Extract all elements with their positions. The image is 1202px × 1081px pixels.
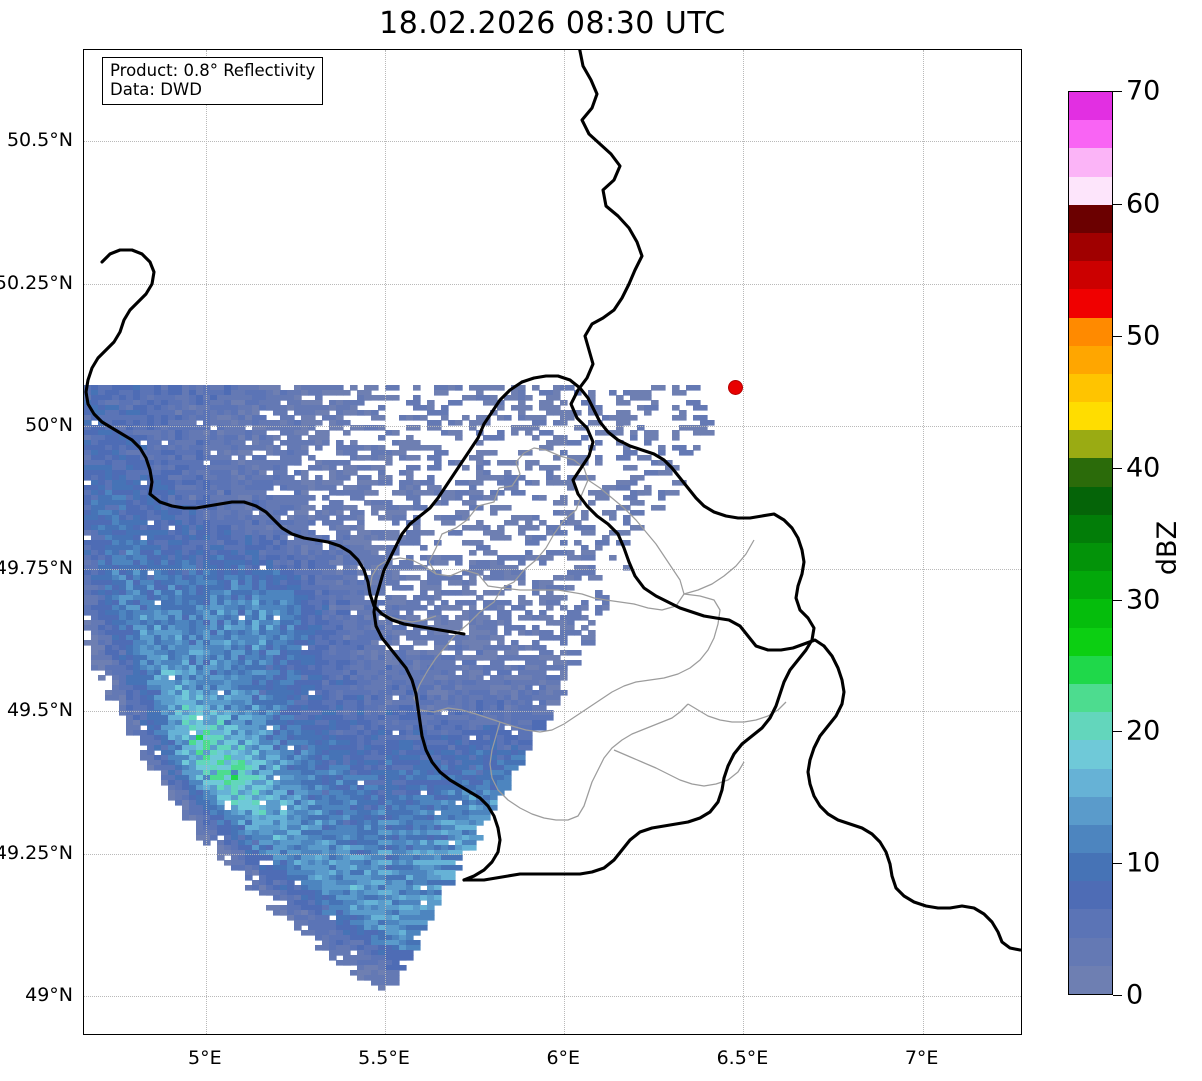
colorbar-band xyxy=(1069,627,1112,656)
colorbar-band xyxy=(1069,853,1112,882)
colorbar-tick-label: 70 xyxy=(1126,75,1161,107)
page-title: 18.02.2026 08:30 UTC xyxy=(379,6,726,41)
gridline-horizontal xyxy=(84,996,1021,998)
colorbar-band xyxy=(1069,148,1112,177)
colorbar-tick xyxy=(1113,467,1122,469)
colorbar-tick-label: 0 xyxy=(1126,979,1144,1011)
gridline-vertical xyxy=(205,50,207,1034)
colorbar-band xyxy=(1069,881,1112,910)
colorbar-band xyxy=(1069,796,1112,825)
longitude-tick-label: 6.5°E xyxy=(716,1047,769,1069)
colorbar-band xyxy=(1069,120,1112,149)
gridline-vertical xyxy=(922,50,924,1034)
colorbar-band xyxy=(1069,317,1112,346)
national-borders xyxy=(84,50,1021,952)
map-borders-layer xyxy=(84,50,1021,952)
latitude-tick-label: 49.25°N xyxy=(0,841,73,864)
colorbar-band xyxy=(1069,909,1112,938)
colorbar[interactable]: 0 10 20 30 40 50 60 70 xyxy=(1068,76,1160,1011)
colorbar-band xyxy=(1069,402,1112,431)
gridline-horizontal xyxy=(84,568,1021,570)
colorbar-band xyxy=(1069,486,1112,515)
colorbar-band xyxy=(1069,458,1112,487)
colorbar-band xyxy=(1069,514,1112,543)
colorbar-band xyxy=(1069,937,1112,966)
product-info-box: Product: 0.8° Reflectivity Data: DWD xyxy=(102,57,324,105)
colorbar-band xyxy=(1069,373,1112,403)
colorbar-tick-label: 20 xyxy=(1126,715,1161,747)
colorbar-band xyxy=(1069,204,1112,233)
colorbar-tick xyxy=(1113,335,1122,337)
colorbar-band xyxy=(1069,683,1112,713)
colorbar-tick xyxy=(1113,599,1122,601)
colorbar-axis-label: dBZ xyxy=(1152,520,1183,576)
colorbar-band xyxy=(1069,543,1112,572)
colorbar-band xyxy=(1069,599,1112,628)
product-label: Product: 0.8° Reflectivity xyxy=(110,61,316,80)
latitude-tick-label: 50.25°N xyxy=(0,271,73,294)
colorbar-tick xyxy=(1113,995,1122,996)
colorbar-band xyxy=(1069,740,1112,769)
colorbar-band xyxy=(1069,571,1112,600)
colorbar-tick xyxy=(1113,863,1122,865)
colorbar-gradient xyxy=(1068,91,1113,995)
radar-site-marker[interactable] xyxy=(728,380,743,395)
colorbar-band xyxy=(1069,176,1112,205)
radar-map-plot[interactable]: Product: 0.8° Reflectivity Data: DWD xyxy=(83,49,1022,1035)
colorbar-band xyxy=(1069,92,1112,121)
colorbar-band xyxy=(1069,289,1112,318)
longitude-tick-label: 6°E xyxy=(546,1047,581,1069)
gridline-vertical xyxy=(385,50,387,1034)
colorbar-tick-label: 40 xyxy=(1126,452,1161,484)
latitude-tick-label: 49.75°N xyxy=(0,556,73,579)
colorbar-band xyxy=(1069,768,1112,797)
colorbar-band xyxy=(1069,712,1112,741)
gridline-horizontal xyxy=(84,283,1021,285)
latitude-tick-label: 49.5°N xyxy=(6,699,73,722)
gridline-vertical xyxy=(564,50,566,1034)
colorbar-tick xyxy=(1113,91,1122,92)
colorbar-band xyxy=(1069,824,1112,854)
colorbar-tick xyxy=(1113,204,1122,205)
gridline-vertical xyxy=(743,50,745,1034)
colorbar-tick-label: 10 xyxy=(1126,847,1161,879)
colorbar-band xyxy=(1069,345,1112,374)
gridline-horizontal xyxy=(84,711,1021,713)
longitude-tick-label: 7°E xyxy=(904,1047,939,1069)
gridline-horizontal xyxy=(84,426,1021,428)
longitude-tick-label: 5.5°E xyxy=(358,1047,410,1069)
colorbar-band xyxy=(1069,655,1112,684)
colorbar-band xyxy=(1069,232,1112,262)
latitude-tick-label: 50°N xyxy=(25,414,73,437)
colorbar-tick xyxy=(1113,731,1122,733)
colorbar-band xyxy=(1069,261,1112,290)
colorbar-tick-label: 30 xyxy=(1126,584,1161,615)
data-source-label: Data: DWD xyxy=(110,80,202,100)
gridline-horizontal xyxy=(84,853,1021,855)
colorbar-tick-label: 50 xyxy=(1126,320,1161,352)
colorbar-band xyxy=(1069,965,1112,994)
colorbar-band xyxy=(1069,430,1112,459)
colorbar-tick-label: 60 xyxy=(1126,188,1161,220)
latitude-tick-label: 49°N xyxy=(25,984,73,1007)
gridline-horizontal xyxy=(84,141,1021,143)
luxembourg-canton-borders xyxy=(369,447,787,821)
longitude-tick-label: 5°E xyxy=(188,1047,222,1069)
latitude-tick-label: 50.5°N xyxy=(6,129,73,152)
